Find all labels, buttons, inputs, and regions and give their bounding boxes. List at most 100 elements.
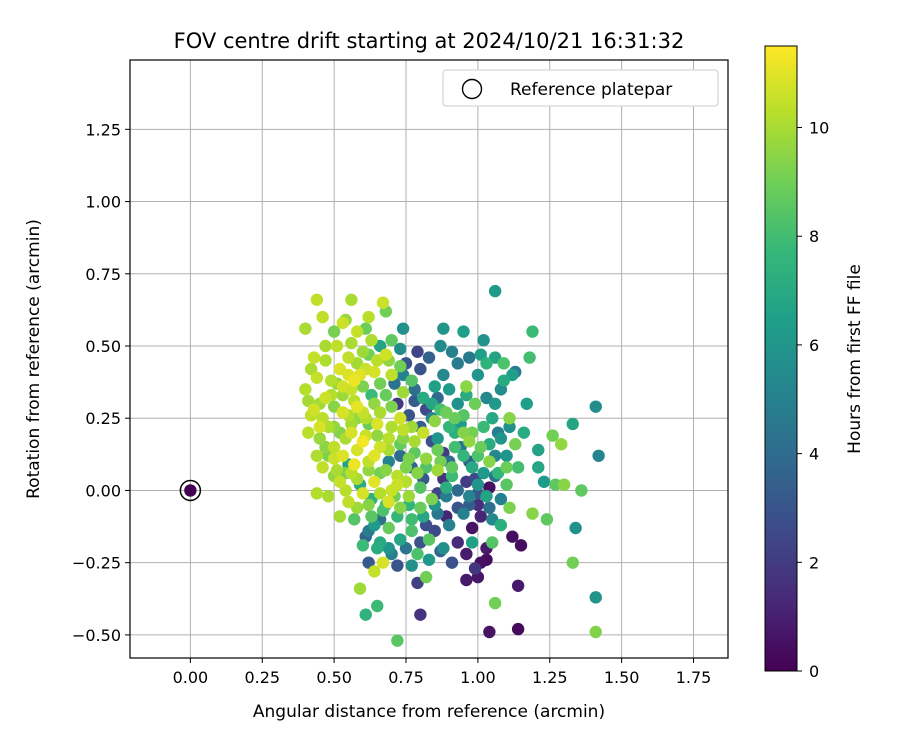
scatter-point	[348, 513, 361, 526]
x-axis-label: Angular distance from reference (arcmin)	[253, 702, 605, 722]
colorbar-tick-label: 10	[809, 119, 829, 138]
scatter-point	[385, 400, 398, 413]
scatter-point	[428, 380, 441, 393]
scatter-point	[457, 507, 470, 520]
scatter-point	[310, 487, 324, 500]
scatter-point	[422, 533, 436, 546]
scatter-point	[379, 388, 393, 402]
scatter-point	[345, 336, 358, 350]
scatter-point	[396, 322, 410, 335]
scatter-point	[460, 388, 473, 402]
scatter-point	[437, 322, 450, 335]
scatter-point	[523, 351, 536, 364]
scatter-point	[445, 556, 459, 569]
scatter-point	[422, 351, 436, 364]
x-tick-label: 0.00	[173, 668, 209, 687]
scatter-point	[391, 634, 404, 647]
scatter-point	[333, 510, 347, 523]
scatter-point	[391, 559, 404, 572]
scatter-point	[396, 386, 410, 399]
scatter-point	[434, 339, 447, 353]
scatter-point	[431, 432, 444, 445]
y-tick-label: 0.75	[85, 265, 121, 284]
scatter-point	[417, 391, 430, 405]
reference-point	[184, 484, 197, 497]
scatter-point	[480, 490, 493, 503]
scatter-point	[359, 608, 372, 621]
scatter-point	[460, 380, 473, 393]
scatter-point	[391, 478, 404, 491]
scatter-point	[483, 625, 496, 639]
x-tick-label: 0.50	[316, 668, 352, 687]
scatter-point	[494, 518, 508, 532]
scatter-point	[437, 542, 450, 555]
scatter-point	[526, 325, 539, 338]
scatter-point	[440, 406, 453, 419]
legend-marker-icon	[461, 78, 483, 100]
scatter-point	[555, 438, 568, 451]
scatter-point	[486, 536, 499, 549]
scatter-point	[451, 397, 464, 410]
y-tick-label: 0.25	[85, 409, 121, 428]
scatter-point	[465, 521, 479, 535]
scatter-point	[385, 420, 398, 434]
scatter-point	[509, 438, 522, 451]
scatter-point	[575, 484, 588, 497]
scatter-point	[345, 293, 358, 306]
scatter-point	[532, 443, 545, 457]
scatter-point	[299, 383, 312, 396]
scatter-point	[414, 362, 427, 376]
reference-marker	[179, 479, 202, 502]
scatter-point	[319, 354, 332, 367]
scatter-point	[537, 475, 551, 488]
scatter-point	[465, 461, 479, 474]
scatter-point	[376, 296, 390, 309]
colorbar-tick-label: 0	[809, 662, 819, 681]
scatter-point	[356, 435, 370, 448]
scatter-point	[419, 452, 433, 465]
scatter-point	[480, 357, 493, 370]
scatter-point	[445, 469, 459, 483]
scatter-point	[362, 498, 375, 512]
scatter-point	[402, 490, 416, 503]
scatter-point	[362, 310, 375, 324]
scatter-point	[394, 412, 407, 425]
scatter-point	[368, 365, 381, 379]
scatter-point	[500, 449, 513, 462]
y-tick-label: 1.00	[85, 193, 121, 212]
scatter-point	[348, 458, 361, 471]
scatter-point	[549, 478, 562, 491]
scatter-point	[356, 345, 370, 358]
scatter-point	[302, 426, 315, 439]
scatter-point	[336, 316, 349, 330]
scatter-point	[336, 449, 349, 462]
scatter-point	[402, 452, 416, 465]
scatter-point	[371, 417, 384, 431]
scatter-point	[405, 374, 418, 387]
scatter-point	[396, 423, 410, 436]
scatter-point	[411, 466, 424, 480]
scatter-point	[451, 484, 464, 497]
scatter-point	[589, 591, 602, 604]
scatter-point	[500, 478, 513, 491]
scatter-point	[457, 449, 470, 462]
scatter-point	[333, 475, 347, 488]
colorbar-tick-label: 6	[809, 336, 819, 355]
scatter-point	[313, 432, 326, 445]
scatter-point	[411, 345, 424, 358]
scatter-point	[365, 334, 378, 347]
scatter-point	[362, 464, 375, 477]
scatter-point	[483, 455, 496, 468]
scatter-point	[307, 351, 321, 364]
scatter-point	[350, 400, 364, 413]
scatter-point	[394, 360, 407, 373]
scatter-point	[391, 469, 404, 483]
scatter-point	[310, 449, 324, 462]
scatter-point	[431, 443, 444, 457]
scatter-point	[463, 490, 476, 503]
y-axis-ticks: −0.50 −0.25 0.00 0.25 0.50 0.75 1.00 1.25	[72, 120, 130, 645]
chart-title: FOV centre drift starting at 2024/10/21 …	[174, 29, 685, 53]
scatter-point	[356, 539, 370, 552]
scatter-point	[342, 351, 355, 364]
reference-ring	[179, 479, 202, 502]
